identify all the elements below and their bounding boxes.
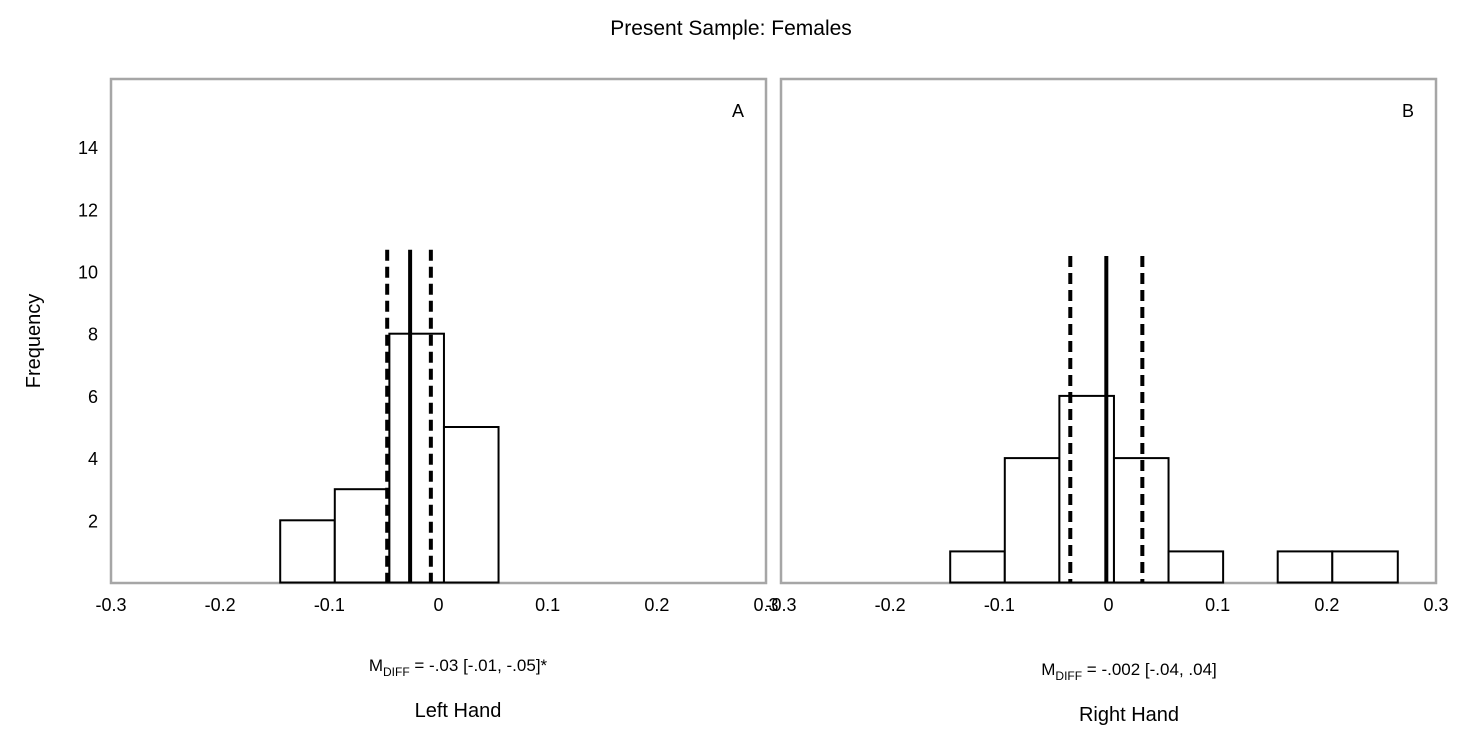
x-tick-label: 0.1 [535,595,560,615]
x-tick-label: 0 [1103,595,1113,615]
x-tick-label: 0.2 [644,595,669,615]
histogram-bar [1167,550,1225,584]
histogram-bar [1331,550,1399,584]
panel-a: A -0.3 -0.2 -0.1 0 0.1 0.2 0.3 2 4 6 8 10 12 14 MDIFF =… [78,77,779,722]
panel-letter: B [1402,101,1414,121]
x-tick-label: -0.3 [765,595,796,615]
stat-annotation: MDIFF = -.002 [-.04, .04] [1041,660,1217,683]
x-tick-label: 0 [433,595,443,615]
y-tick-label: 12 [78,200,98,220]
x-tick-label: -0.2 [875,595,906,615]
panel-letter: A [732,101,744,121]
panel-b: B -0.3 -0.2 -0.1 0 0.1 0.2 0.3 MDIFF = -.002 [-.… [765,77,1449,726]
histogram-bar [442,426,500,584]
x-axis-label: Left Hand [415,700,502,722]
histogram-bar [279,519,336,584]
y-tick-label: 8 [88,325,98,345]
y-axis-label: Frequency [23,294,45,389]
y-tick-label: 14 [78,138,98,158]
x-tick-label: -0.2 [205,595,236,615]
x-tick-label: 0.3 [1423,595,1448,615]
panels: A -0.3 -0.2 -0.1 0 0.1 0.2 0.3 2 4 6 8 10 12 14 MDIFF =… [78,77,1449,726]
y-tick-label: 6 [88,387,98,407]
y-tick-label: 2 [88,511,98,531]
x-tick-label: -0.1 [314,595,345,615]
stat-annotation: MDIFF = -.03 [-.01, -.05]* [369,656,548,679]
y-tick-label: 4 [88,449,98,469]
histogram-bar [388,332,445,584]
x-tick-label: 0.1 [1205,595,1230,615]
histogram-bar [949,550,1006,584]
histogram-bar [1276,550,1334,584]
x-tick-label: 0.2 [1314,595,1339,615]
x-tick-label: 0.3 [753,595,778,615]
figure-title: Present Sample: Females [610,17,852,40]
x-axis-label: Right Hand [1079,704,1179,726]
x-tick-label: -0.3 [95,595,126,615]
x-tick-label: -0.1 [984,595,1015,615]
y-tick-label: 10 [78,263,98,283]
histogram-bar [333,488,391,584]
histogram-bar [1003,457,1061,584]
